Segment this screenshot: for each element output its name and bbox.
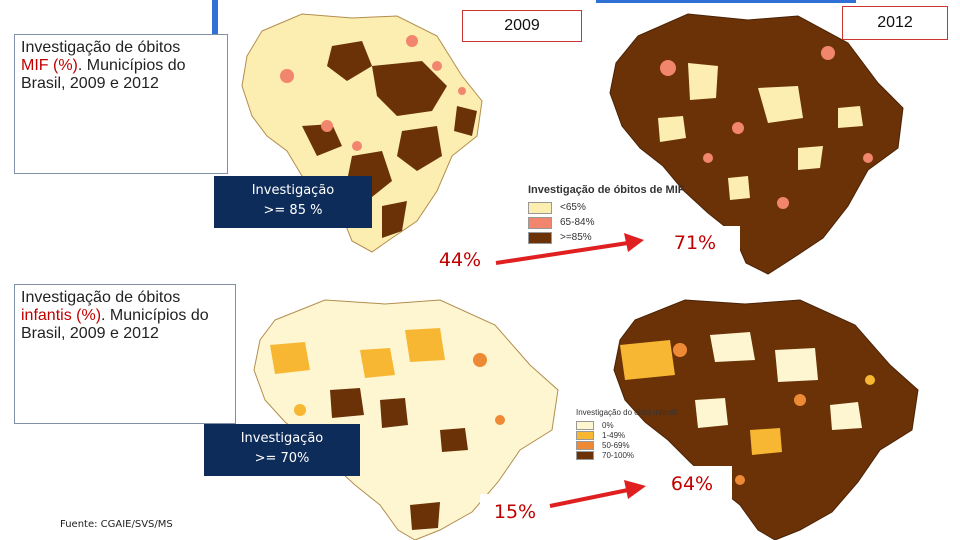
infantil-title-box: Investigação de óbitos infantis (%). Mun… (14, 284, 236, 424)
infantil-pct-2009: 15% (480, 494, 550, 530)
map-infantil-2012 (613, 299, 919, 540)
mif-pct-2012: 71% (650, 226, 740, 260)
infantil-target-box: Investigação >= 70% (204, 424, 360, 476)
infantil-legend-label: 50-69% (602, 440, 630, 450)
mif-title-part2: . Municípios do Brasil, 2009 e 2012 (21, 57, 186, 92)
infantil-title-part2: . Municípios do Brasil, 2009 e 2012 (21, 307, 209, 342)
map-mif-2009 (241, 13, 483, 253)
mif-title-highlight: MIF (%) (21, 57, 78, 74)
infantil-pct-2012: 64% (652, 466, 732, 502)
infantil-legend-row: 50-69% (576, 440, 706, 450)
infantil-legend-row: 1-49% (576, 430, 706, 440)
infantil-title-highlight: infantis (%) (21, 307, 102, 324)
infantil-pct-2009-text: 15% (493, 501, 537, 523)
source-footnote: Fuente: CGAIE/SVS/MS (60, 519, 173, 530)
mif-pct-2012-text: 71% (673, 232, 717, 254)
mif-legend: Investigação de óbitos de MIF <65% 65-84… (528, 184, 728, 245)
accent-line-top (596, 0, 856, 3)
year-2012-text: 2012 (877, 14, 913, 31)
map-mif-2012 (609, 13, 904, 275)
year-2009-text: 2009 (504, 17, 540, 34)
mif-legend-label: >=85% (560, 232, 592, 243)
mif-legend-row: 65-84% (528, 215, 728, 230)
year-label-2009: 2009 (462, 10, 582, 42)
mif-target-line1: Investigação (251, 183, 335, 198)
infantil-legend-row: 70-100% (576, 450, 706, 460)
infantil-title-part1: Investigação de óbitos (21, 289, 181, 306)
infantil-target-line2: >= 70% (254, 451, 310, 466)
year-label-2012: 2012 (842, 6, 948, 40)
infantil-legend-row: 0% (576, 420, 706, 430)
mif-legend-swatch (528, 216, 552, 229)
mif-legend-row: <65% (528, 200, 728, 215)
infantil-legend-swatch (576, 450, 594, 460)
infantil-legend-swatch (576, 420, 594, 430)
mif-target-line2: >= 85 % (263, 203, 323, 218)
mif-title-box: Investigação de óbitos MIF (%). Municípi… (14, 34, 228, 174)
infantil-legend-label: 0% (602, 420, 614, 430)
mif-legend-swatch (528, 201, 552, 214)
mif-legend-label: 65-84% (560, 217, 595, 228)
infantil-pct-2012-text: 64% (670, 473, 714, 495)
mif-legend-swatch (528, 231, 552, 244)
map-infantil-2009 (253, 299, 559, 540)
mif-title-part1: Investigação de óbitos (21, 39, 181, 56)
infantil-legend-swatch (576, 430, 594, 440)
mif-pct-2009-text: 44% (438, 249, 482, 271)
mif-legend-title: Investigação de óbitos de MIF (528, 184, 685, 196)
infantil-legend-label: 1-49% (602, 430, 626, 440)
infantil-legend-label: 70-100% (602, 450, 635, 460)
infantil-legend-swatch (576, 440, 594, 450)
infantil-target-line1: Investigação (240, 431, 324, 446)
mif-target-box: Investigação >= 85 % (214, 176, 372, 228)
mif-legend-label: <65% (560, 202, 586, 213)
infantil-legend: Investigação do óbito infantil 0% 1-49% … (576, 408, 706, 460)
mif-pct-2009: 44% (426, 244, 494, 276)
infantil-legend-title: Investigação do óbito infantil (576, 408, 677, 417)
